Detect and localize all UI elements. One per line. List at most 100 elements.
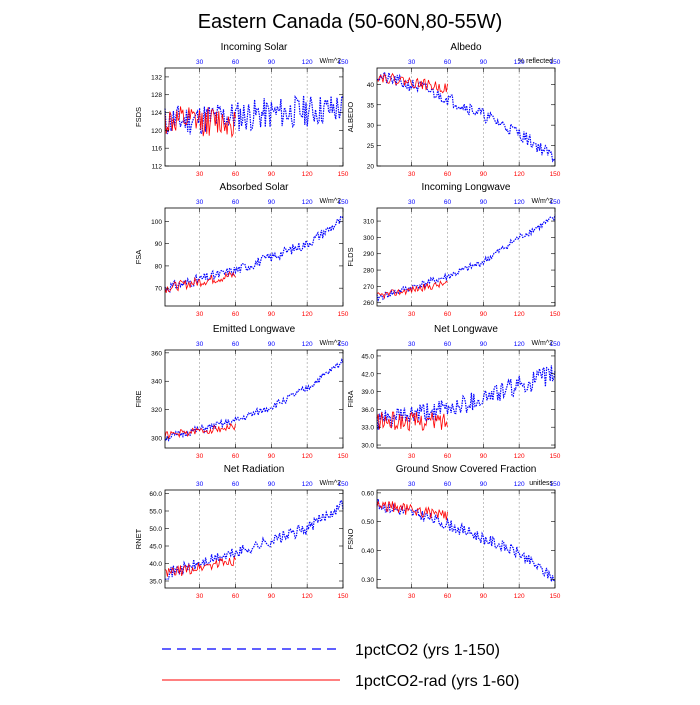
panel-4-xtick-label-bottom: 30 bbox=[408, 311, 416, 318]
panel-4: Incoming Longwave W/m^2 FLDS 260 270 280 290 30… bbox=[346, 182, 561, 318]
panel-5-ytick-label: 300 bbox=[151, 436, 162, 443]
panel-4-ytick-label: 300 bbox=[363, 235, 374, 242]
panel-2-xtick-label-top: 90 bbox=[480, 59, 488, 66]
panel-3-xtick-label-top: 120 bbox=[302, 199, 313, 206]
panel-2-xtick-label-bottom: 30 bbox=[408, 171, 416, 178]
panel-5-frame bbox=[164, 349, 344, 449]
panel-1-xtick-label-top: 150 bbox=[338, 59, 349, 66]
panel-2-ytick-label: 25 bbox=[367, 143, 375, 150]
panel-3: Absorbed Solar W/m^2 FSA 70 80 90 100 30 30 60 60 9… bbox=[134, 182, 349, 318]
panel-4-ytick-label: 270 bbox=[363, 284, 374, 291]
panel-5: Emitted Longwave W/m^2 FIRE 300 320 340 360 30 3… bbox=[134, 324, 349, 460]
panel-8-ytick-label: 0.60 bbox=[361, 490, 374, 497]
panel-4-xtick-label-bottom: 60 bbox=[444, 311, 452, 318]
panel-6-ytick-label: 42.0 bbox=[361, 371, 374, 378]
panel-4-xtick-label-bottom: 120 bbox=[514, 311, 525, 318]
panel-6-xtick-label-top: 30 bbox=[408, 341, 416, 348]
panel-1-xtick-label-top: 60 bbox=[232, 59, 240, 66]
panel-3-xtick-label-top: 150 bbox=[338, 199, 349, 206]
panel-6-xtick-label-top: 90 bbox=[480, 341, 488, 348]
panel-3-frame bbox=[164, 207, 344, 307]
panel-3-ytick-label: 80 bbox=[155, 263, 163, 270]
panel-1-xtick-label-top: 120 bbox=[302, 59, 313, 66]
panel-8-xtick-label-bottom: 90 bbox=[480, 593, 488, 600]
panel-8-series-a bbox=[376, 498, 556, 583]
panel-6-ytick-label: 30.0 bbox=[361, 443, 374, 450]
panel-2-xtick-label-bottom: 60 bbox=[444, 171, 452, 178]
panel-5-xtick-label-top: 150 bbox=[338, 341, 349, 348]
panel-5-series-a bbox=[164, 358, 344, 442]
panel-7-frame bbox=[164, 489, 344, 589]
panel-5-ylabel: FIRE bbox=[134, 390, 143, 407]
panel-6-ytick-label: 45.0 bbox=[361, 353, 374, 360]
panel-1-xtick-label-bottom: 120 bbox=[302, 171, 313, 178]
panel-8: Ground Snow Covered Fraction unitless FSNO… bbox=[346, 464, 561, 600]
panel-5-ytick-label: 320 bbox=[151, 407, 162, 414]
panel-3-xtick-label-bottom: 120 bbox=[302, 311, 313, 318]
legend: 1pctCO2 (yrs 1-150) 1pctCO2-rad (yrs 1-6… bbox=[162, 642, 520, 690]
panel-4-ytick-label: 290 bbox=[363, 251, 374, 258]
panel-5-title: Emitted Longwave bbox=[213, 324, 296, 335]
panel-8-title: Ground Snow Covered Fraction bbox=[396, 464, 537, 475]
panel-7-ytick-label: 40.0 bbox=[149, 561, 162, 568]
panel-2-xtick-label-bottom: 150 bbox=[550, 171, 561, 178]
chart-panels: Incoming Solar W/m^2 FSDS 112 116 120 124 128 13… bbox=[134, 42, 561, 600]
panel-1-ylabel: FSDS bbox=[134, 107, 143, 127]
panel-6-ytick-label: 39.0 bbox=[361, 389, 374, 396]
figure-title: Eastern Canada (50-60N,80-55W) bbox=[198, 11, 503, 33]
panel-5-xtick-label-top: 90 bbox=[268, 341, 276, 348]
panel-6-xtick-label-top: 150 bbox=[550, 341, 561, 348]
panel-3-series-b bbox=[164, 271, 236, 293]
panel-6-xtick-label-top: 60 bbox=[444, 341, 452, 348]
panel-1-frame bbox=[164, 67, 344, 167]
panel-3-xtick-label-top: 30 bbox=[196, 199, 204, 206]
panel-5-xtick-label-top: 120 bbox=[302, 341, 313, 348]
panel-8-xtick-label-top: 30 bbox=[408, 481, 416, 488]
panel-1-xtick-label-bottom: 90 bbox=[268, 171, 276, 178]
legend-label-series-b: 1pctCO2-rad (yrs 1-60) bbox=[355, 673, 520, 690]
panel-3-ytick-label: 100 bbox=[151, 219, 162, 226]
panel-3-xtick-label-bottom: 60 bbox=[232, 311, 240, 318]
panel-5-xtick-label-top: 60 bbox=[232, 341, 240, 348]
panel-4-units: W/m^2 bbox=[531, 198, 553, 205]
panel-2-xtick-label-bottom: 120 bbox=[514, 171, 525, 178]
panel-6-ytick-label: 36.0 bbox=[361, 407, 374, 414]
panel-5-ytick-label: 360 bbox=[151, 350, 162, 357]
panel-2: Albedo % reflected ALBEDO 20 25 30 35 40 30 30 60 6… bbox=[346, 42, 561, 178]
panel-4-xtick-label-top: 60 bbox=[444, 199, 452, 206]
panel-4-xtick-label-top: 120 bbox=[514, 199, 525, 206]
panel-1: Incoming Solar W/m^2 FSDS 112 116 120 124 128 13… bbox=[134, 42, 349, 178]
panel-8-units: unitless bbox=[529, 480, 553, 487]
panel-7-xtick-label-bottom: 30 bbox=[196, 593, 204, 600]
panel-6: Net Longwave W/m^2 FIRA 30.0 33.0 36.0 39.0 42.… bbox=[346, 324, 561, 460]
panel-7-ytick-label: 60.0 bbox=[149, 491, 162, 498]
panel-5-units: W/m^2 bbox=[319, 340, 341, 347]
panel-1-xtick-label-bottom: 60 bbox=[232, 171, 240, 178]
panel-7-xtick-label-bottom: 120 bbox=[302, 593, 313, 600]
panel-3-xtick-label-bottom: 90 bbox=[268, 311, 276, 318]
panel-6-xtick-label-bottom: 120 bbox=[514, 453, 525, 460]
panel-2-series-b bbox=[376, 72, 448, 94]
panel-8-xtick-label-top: 120 bbox=[514, 481, 525, 488]
panel-8-ytick-label: 0.40 bbox=[361, 548, 374, 555]
panel-2-ytick-label: 30 bbox=[367, 123, 375, 130]
panel-5-ytick-label: 340 bbox=[151, 379, 162, 386]
panel-1-units: W/m^2 bbox=[319, 58, 341, 65]
panel-4-ytick-label: 280 bbox=[363, 268, 374, 275]
panel-8-frame bbox=[376, 489, 556, 589]
panel-6-xtick-label-bottom: 60 bbox=[444, 453, 452, 460]
panel-1-title: Incoming Solar bbox=[221, 42, 288, 53]
panel-4-xtick-label-bottom: 90 bbox=[480, 311, 488, 318]
panel-7-ytick-label: 45.0 bbox=[149, 544, 162, 551]
panel-2-series-a bbox=[376, 70, 556, 163]
panel-4-series-a bbox=[376, 214, 556, 303]
panel-5-xtick-label-bottom: 120 bbox=[302, 453, 313, 460]
panel-6-xtick-label-bottom: 150 bbox=[550, 453, 561, 460]
panel-4-frame bbox=[376, 207, 556, 307]
panel-5-xtick-label-top: 30 bbox=[196, 341, 204, 348]
panel-2-xtick-label-top: 120 bbox=[514, 59, 525, 66]
panel-8-xtick-label-bottom: 60 bbox=[444, 593, 452, 600]
panel-2-ytick-label: 20 bbox=[367, 164, 375, 171]
panel-1-ytick-label: 124 bbox=[151, 110, 162, 117]
